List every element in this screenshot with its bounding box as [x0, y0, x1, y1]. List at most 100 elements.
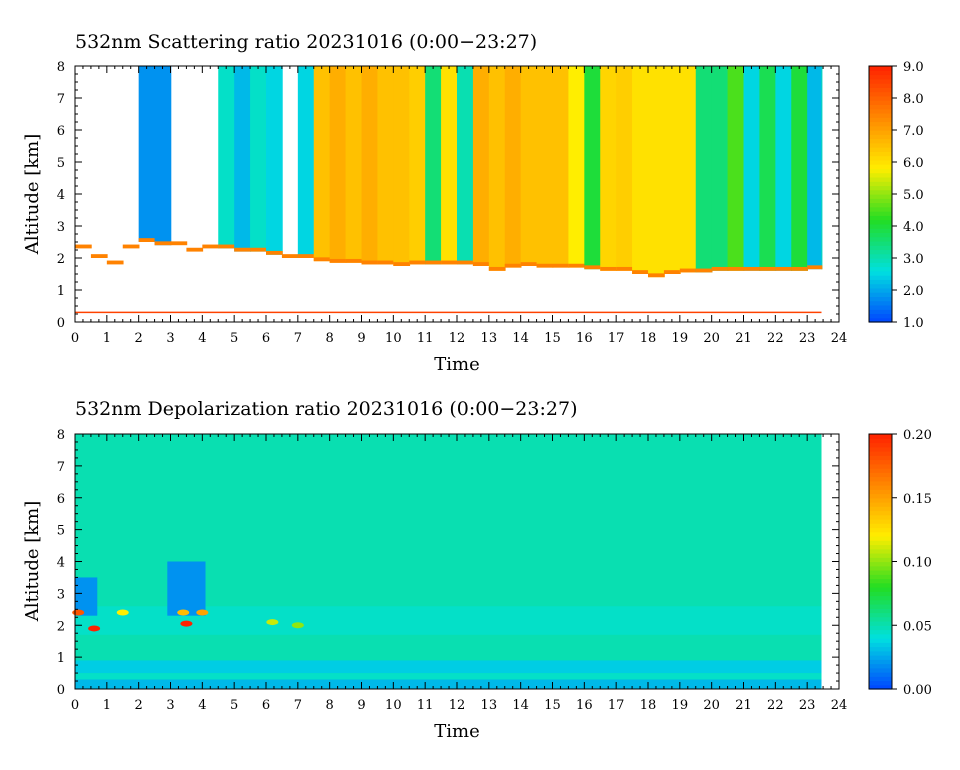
colorbar-swatch	[869, 287, 892, 293]
cloud-base-mark	[791, 266, 808, 271]
high-depolarization-spot	[180, 620, 193, 627]
colorbar-tick-label: 0.05	[903, 619, 932, 634]
scattering-column	[695, 66, 713, 273]
x-tick-label: 16	[576, 331, 593, 346]
x-tick-label: 1	[103, 698, 111, 713]
colorbar-swatch	[869, 438, 892, 444]
colorbar-swatch	[869, 275, 892, 280]
colorbar-swatch	[869, 198, 892, 204]
colorbar-swatch	[869, 633, 892, 639]
colorbar-swatch	[869, 172, 892, 178]
cloud-base-mark	[679, 268, 697, 273]
cloud-base-mark	[122, 244, 140, 249]
scattering-column	[488, 66, 506, 271]
colorbar-swatch	[869, 194, 892, 199]
y-tick-label: 8	[57, 60, 65, 75]
scattering-column	[568, 66, 586, 268]
colorbar-swatch	[869, 189, 892, 195]
colorbar-swatch	[869, 629, 892, 635]
colorbar-swatch	[869, 100, 892, 105]
y-tick-label: 4	[57, 188, 65, 203]
colorbar-swatch	[869, 168, 892, 174]
x-tick-label: 7	[294, 331, 302, 346]
colorbar-swatch	[869, 523, 892, 529]
colorbar-swatch	[869, 279, 892, 285]
colorbar-tick-label: 1.0	[903, 316, 924, 331]
chart-title: 532nm Depolarization ratio 20231016 (0:0…	[75, 398, 577, 420]
cloud-base-mark	[281, 254, 299, 258]
high-depolarization-spot	[177, 609, 190, 616]
colorbar-swatch	[869, 574, 892, 580]
x-tick-label: 6	[262, 698, 270, 713]
chart-title: 532nm Scattering ratio 20231016 (0:00−23…	[75, 31, 537, 53]
colorbar-swatch	[869, 236, 892, 242]
colorbar-swatch	[869, 451, 892, 456]
depolarization-ratio-panel: 532nm Depolarization ratio 20231016 (0:0…	[22, 398, 932, 742]
colorbar-swatch	[869, 676, 892, 682]
x-tick-label: 5	[230, 698, 238, 713]
colorbar-swatch	[869, 176, 892, 182]
cloud-base-mark	[186, 247, 204, 252]
colorbar-swatch	[869, 300, 892, 306]
scattering-column	[663, 66, 681, 274]
x-tick-label: 18	[640, 331, 657, 346]
colorbar-swatch	[869, 553, 892, 558]
depolarization-layer	[75, 679, 822, 689]
colorbar-swatch	[869, 684, 892, 690]
colorbar-swatch	[869, 95, 892, 101]
x-tick-label: 12	[449, 698, 466, 713]
colorbar-swatch	[869, 83, 892, 88]
colorbar-swatch	[869, 604, 892, 609]
scattering-column	[584, 66, 602, 270]
colorbar-swatch	[869, 215, 892, 221]
colorbar-tick-label: 3.0	[903, 252, 924, 267]
colorbar-swatch	[869, 317, 892, 323]
y-tick-label: 8	[57, 428, 65, 443]
colorbar-tick-label: 5.0	[903, 188, 924, 203]
colorbar-tick-label: 7.0	[903, 124, 924, 139]
x-tick-label: 1	[103, 331, 111, 346]
colorbar-swatch	[869, 228, 892, 233]
scattering-column	[329, 66, 347, 263]
colorbar-swatch	[869, 78, 892, 84]
scattering-column	[266, 66, 283, 255]
x-axis-label: Time	[434, 721, 479, 742]
cloud-base-mark	[170, 241, 188, 246]
depolarization-layer	[75, 660, 822, 674]
colorbar-tick-label: 0.00	[903, 683, 932, 698]
x-tick-label: 22	[767, 331, 784, 346]
plot-area	[75, 66, 823, 314]
scattering-column	[648, 66, 665, 278]
scattering-column	[218, 66, 235, 249]
x-tick-label: 17	[608, 698, 625, 713]
scattering-column	[250, 66, 267, 252]
cloud-base-mark	[821, 265, 823, 270]
x-tick-label: 7	[294, 698, 302, 713]
cloud-base-mark	[234, 247, 251, 252]
y-tick-label: 2	[57, 252, 65, 267]
x-tick-label: 18	[640, 698, 657, 713]
colorbar-swatch	[869, 147, 892, 152]
x-tick-label: 20	[703, 698, 720, 713]
scattering-column	[377, 66, 395, 265]
colorbar-tick-label: 4.0	[903, 220, 924, 235]
y-tick-label: 1	[57, 284, 65, 299]
scattering-column	[743, 66, 761, 271]
scattering-column	[138, 66, 156, 242]
colorbar-swatch	[869, 74, 892, 80]
x-tick-label: 11	[417, 331, 434, 346]
cloud-base-mark	[727, 266, 745, 271]
cloud-base-mark	[409, 260, 426, 265]
cloud-base-mark	[568, 263, 586, 268]
high-depolarization-spot	[196, 609, 209, 616]
colorbar-swatch	[869, 672, 892, 677]
cloud-base-mark	[632, 270, 649, 274]
x-tick-label: 8	[326, 698, 334, 713]
high-depolarization-spot	[116, 609, 129, 616]
x-tick-label: 8	[326, 331, 334, 346]
colorbar-swatch	[869, 266, 892, 272]
x-tick-label: 11	[417, 698, 434, 713]
colorbar-swatch	[869, 155, 892, 161]
x-tick-label: 12	[449, 331, 466, 346]
scattering-column	[345, 66, 363, 263]
